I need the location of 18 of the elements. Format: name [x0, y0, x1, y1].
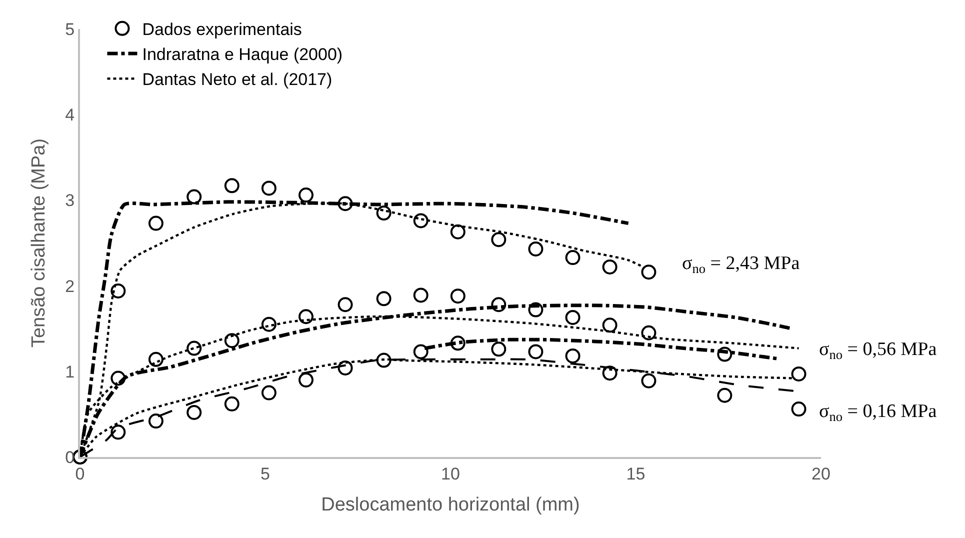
- y-tick-label: 5: [65, 20, 75, 39]
- x-tick-label: 20: [812, 464, 830, 484]
- annotation: σ$_{no}$ = 0,16 MPa: [819, 401, 938, 424]
- annotation: σ$_{no}$ = 2,43 MPa: [682, 253, 800, 276]
- annotation: σ$_{no}$ = 0,56 MPa: [819, 339, 938, 362]
- x-axis-title: Deslocamento horizontal (mm): [321, 494, 580, 516]
- legend-label: Dantas Neto et al. (2017): [142, 70, 332, 90]
- y-tick-label: 3: [65, 191, 75, 210]
- y-tick-label: 0: [65, 448, 75, 467]
- legend-label: Dados experimentais: [142, 20, 302, 40]
- y-tick-label: 4: [65, 106, 75, 125]
- y-axis-title: Tensão cisalhante (MPa): [28, 138, 50, 348]
- x-tick-label: 5: [260, 464, 270, 484]
- y-tick-label: 1: [65, 362, 75, 382]
- x-tick-label: 10: [441, 464, 460, 484]
- y-tick-label: 2: [65, 276, 75, 296]
- x-tick-label: 15: [626, 464, 646, 484]
- legend-label: Indraratna e Haque (2000): [142, 45, 343, 64]
